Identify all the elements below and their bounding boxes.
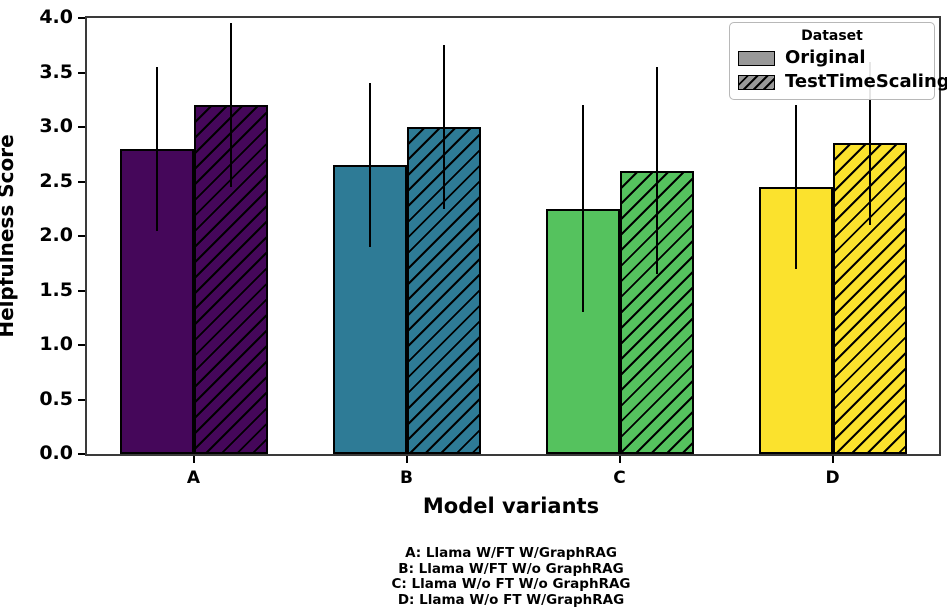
error-bar-d-original <box>794 105 797 269</box>
y-tick-label: 2.0 <box>39 224 73 246</box>
error-bar-c-original <box>581 105 584 313</box>
error-bar-b-testtimescaling <box>442 45 445 209</box>
y-tick-mark <box>78 17 85 19</box>
legend-title: Dataset <box>801 28 863 44</box>
plot-area: Dataset Original TestTimeScaling 0.0 0.5 1… <box>39 8 947 489</box>
error-bar-a-original <box>155 67 158 231</box>
footnote-line: D: Llama W/o FT W/GraphRAG <box>397 591 625 608</box>
y-tick-mark <box>78 453 85 455</box>
x-tick-label-c: C <box>613 468 626 488</box>
original-swatch-icon <box>738 50 775 66</box>
x-tick-label-d: D <box>825 468 840 488</box>
y-tick-mark <box>78 289 85 292</box>
y-tick-label: 2.5 <box>39 169 73 192</box>
x-tick-mark <box>618 456 621 463</box>
legend-label-original: Original <box>785 47 866 68</box>
legend-label-testtimescaling: TestTimeScaling <box>785 71 947 92</box>
model-variant-footnotes: A: Llama W/FT W/GraphRAG B: Llama W/FT W… <box>85 545 937 608</box>
legend-entry-testtimescaling: TestTimeScaling <box>738 72 947 92</box>
footnote-line: A: Llama W/FT W/GraphRAG <box>405 545 617 561</box>
y-axis-label: Helpfulness Score <box>0 134 18 338</box>
testtimescaling-hatched-swatch-icon <box>738 74 775 90</box>
legend-entry-original: Original <box>738 48 926 68</box>
x-axis-label: Model variants <box>422 494 600 518</box>
y-tick-label: 1.0 <box>39 333 73 355</box>
y-tick-label: 0.5 <box>39 387 73 410</box>
y-tick-mark <box>78 398 85 401</box>
error-bar-b-original <box>368 83 371 247</box>
y-tick-label: 3.5 <box>39 60 73 83</box>
y-tick-label: 0.0 <box>39 442 73 464</box>
x-tick-mark <box>192 456 195 463</box>
y-tick-label: 3.0 <box>39 115 73 137</box>
error-bar-c-testtimescaling <box>655 67 658 275</box>
y-tick-mark <box>78 126 85 128</box>
error-bar-d-testtimescaling <box>868 61 871 226</box>
x-tick-label-b: B <box>400 468 413 488</box>
footnote-line: C: Llama W/o FT W/o GraphRAG <box>391 576 631 592</box>
x-tick-mark <box>405 456 408 463</box>
legend: Dataset Original TestTimeScaling <box>729 22 947 100</box>
error-bar-a-testtimescaling <box>229 23 232 187</box>
bar-d-testtimescaling <box>832 143 907 454</box>
x-tick-mark <box>831 456 834 463</box>
y-tick-label: 1.5 <box>39 278 73 301</box>
x-tick-label-a: A <box>186 468 201 488</box>
y-tick-label: 4.0 <box>39 6 73 28</box>
y-tick-mark <box>78 71 85 74</box>
y-tick-mark <box>78 180 85 183</box>
y-tick-mark <box>78 235 85 237</box>
y-tick-mark <box>78 344 85 346</box>
footnote-line: B: Llama W/FT W/o GraphRAG <box>398 560 624 577</box>
